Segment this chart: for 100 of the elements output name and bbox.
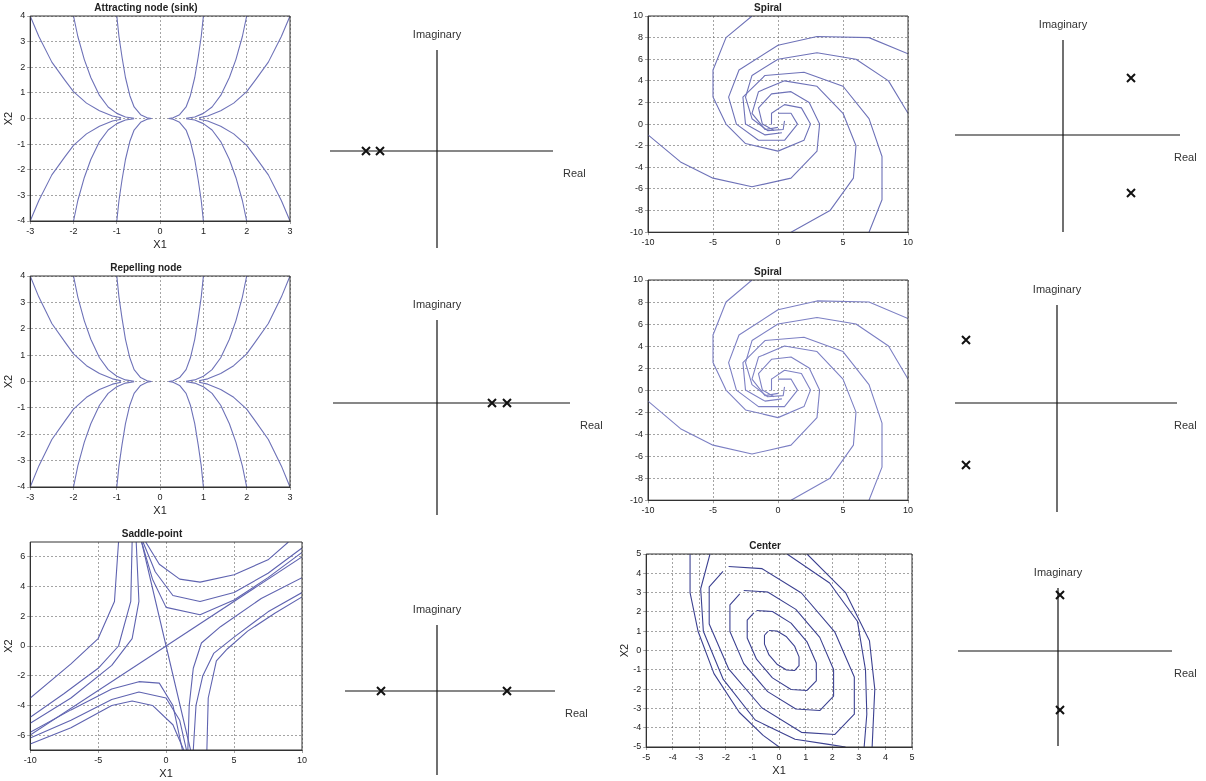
y-tick-label: -2 — [17, 670, 26, 681]
x-tick-label: 1 — [200, 491, 206, 502]
chart-title: Attracting node (sink) — [94, 1, 198, 13]
x-axis-title: X1 — [153, 238, 167, 251]
x-tick-label: 2 — [244, 491, 250, 502]
y-tick-label: 2 — [20, 323, 26, 334]
y-tick-label: -4 — [17, 481, 26, 492]
y-tick-label: -4 — [17, 699, 26, 710]
y-tick-label: -2 — [17, 428, 26, 439]
y-tick-label: 8 — [637, 32, 644, 43]
y-tick-label: 4 — [637, 340, 644, 351]
y-tick-label: 3 — [636, 587, 642, 598]
y-tick-label: 0 — [637, 118, 644, 129]
x-axis-title: X1 — [153, 504, 167, 517]
x-tick-label: 5 — [840, 237, 846, 248]
x-tick-label: 1 — [200, 225, 206, 236]
text: Real — [565, 707, 588, 719]
y-tick-label: -8 — [634, 472, 644, 483]
y-tick-label: -3 — [17, 189, 26, 200]
y-tick-label: 5 — [636, 548, 642, 559]
y-tick-label: 10 — [632, 274, 644, 285]
x-tick-label: 10 — [902, 505, 914, 516]
x-tick-label: -2 — [69, 491, 78, 502]
y-tick-label: 2 — [20, 61, 26, 72]
y-tick-label: -1 — [633, 664, 642, 675]
text: Imaginary — [1037, 18, 1089, 30]
y-tick-label: 4 — [20, 581, 26, 592]
text: Real — [1174, 419, 1197, 431]
x-tick-label: 0 — [157, 225, 163, 236]
x-tick-label: -1 — [112, 225, 121, 236]
text: Real — [580, 419, 603, 431]
y-tick-label: -6 — [634, 183, 644, 194]
x-tick-label: 2 — [829, 751, 835, 762]
x-tick-label: -1 — [748, 751, 757, 762]
y-tick-label: -2 — [17, 164, 26, 175]
chart-title: Center — [749, 539, 781, 551]
y-tick-label: 0 — [636, 644, 642, 655]
chart-title: Saddle-point — [121, 527, 183, 539]
y-tick-label: 6 — [637, 53, 644, 64]
text: Imaginary — [411, 603, 463, 615]
y-tick-label: -4 — [633, 722, 642, 733]
x-tick-label: 0 — [776, 751, 782, 762]
y-tick-label: 0 — [20, 375, 26, 386]
y-tick-label: 4 — [637, 75, 644, 86]
y-tick-label: 8 — [637, 296, 644, 307]
chart-title: Repelling node — [110, 261, 183, 273]
y-tick-label: -4 — [634, 428, 644, 439]
x-tick-label: 0 — [157, 491, 163, 502]
y-axis-title: X2 — [617, 643, 630, 658]
y-tick-label: 3 — [20, 36, 26, 47]
y-tick-label: 1 — [636, 625, 642, 636]
text: Imaginary — [1032, 566, 1084, 578]
x-tick-label: -5 — [709, 237, 718, 248]
y-axis-title: X2 — [1, 374, 14, 389]
y-tick-label: -5 — [633, 741, 642, 752]
y-tick-label: -1 — [17, 138, 26, 149]
y-tick-label: 6 — [637, 318, 644, 329]
y-tick-label: 2 — [637, 362, 644, 373]
text: Imaginary — [411, 298, 463, 310]
x-tick-label: 3 — [856, 751, 862, 762]
y-tick-label: -3 — [633, 702, 642, 713]
x-tick-label: 1 — [803, 751, 809, 762]
x-axis-title: X1 — [772, 764, 786, 777]
text: Real — [1174, 151, 1197, 163]
x-tick-label: -5 — [94, 754, 103, 765]
y-axis-title: X2 — [1, 111, 14, 126]
x-tick-label: 5 — [231, 754, 237, 765]
text: Real — [563, 167, 586, 179]
y-tick-label: -4 — [17, 215, 26, 226]
x-tick-label: 10 — [902, 237, 914, 248]
y-tick-label: -4 — [634, 161, 644, 172]
x-tick-label: 0 — [775, 237, 781, 248]
x-tick-label: 5 — [840, 505, 846, 516]
y-tick-label: 3 — [20, 296, 26, 307]
y-tick-label: 1 — [20, 87, 26, 98]
x-tick-label: 0 — [775, 505, 781, 516]
x-tick-label: -3 — [695, 751, 704, 762]
y-tick-label: -2 — [634, 406, 644, 417]
y-tick-label: -2 — [633, 683, 642, 694]
y-tick-label: 0 — [20, 640, 26, 651]
y-tick-label: 6 — [20, 551, 26, 562]
x-tick-label: -1 — [112, 491, 121, 502]
y-tick-label: -8 — [634, 205, 644, 216]
x-tick-label: 2 — [244, 225, 250, 236]
x-tick-label: -4 — [668, 751, 677, 762]
x-tick-label: 0 — [163, 754, 169, 765]
x-tick-label: 4 — [882, 751, 888, 762]
y-tick-label: 4 — [20, 270, 26, 281]
x-tick-label: -2 — [69, 225, 78, 236]
x-tick-label: 10 — [296, 754, 308, 765]
chart-title: Spiral — [754, 265, 783, 277]
text: Imaginary — [411, 28, 463, 40]
x-tick-label: 5 — [909, 751, 915, 762]
y-tick-label: -2 — [634, 140, 644, 151]
y-tick-label: -3 — [17, 455, 26, 466]
x-tick-label: 3 — [287, 491, 293, 502]
y-tick-label: 0 — [637, 384, 644, 395]
y-tick-label: 2 — [20, 610, 26, 621]
y-tick-label: 2 — [636, 606, 642, 617]
x-tick-label: -5 — [709, 505, 718, 516]
